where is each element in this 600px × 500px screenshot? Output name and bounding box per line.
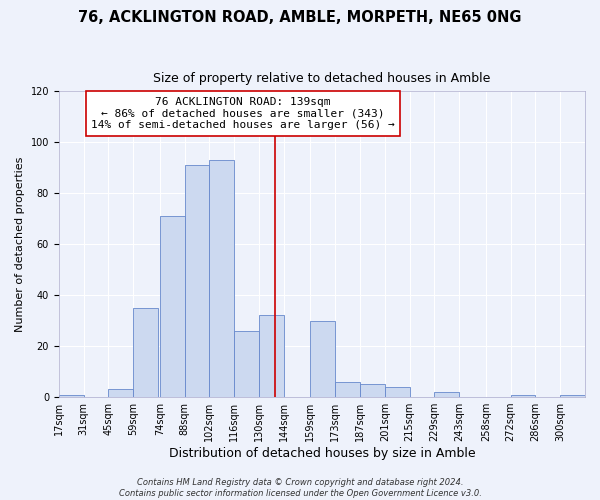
Bar (160, 216, 185, 397)
Bar (109, 390, 133, 397)
Bar (360, 384, 385, 397)
Bar (59, 394, 83, 397)
Bar (185, 165, 209, 397)
Bar (335, 382, 360, 397)
Bar (511, 394, 535, 397)
Bar (234, 330, 259, 397)
Text: 76, ACKLINGTON ROAD, AMBLE, MORPETH, NE65 0NG: 76, ACKLINGTON ROAD, AMBLE, MORPETH, NE6… (78, 10, 522, 25)
Bar (434, 392, 459, 397)
Title: Size of property relative to detached houses in Amble: Size of property relative to detached ho… (153, 72, 491, 86)
Bar (209, 160, 234, 397)
X-axis label: Distribution of detached houses by size in Amble: Distribution of detached houses by size … (169, 447, 475, 460)
Bar (560, 394, 585, 397)
Bar (310, 320, 335, 397)
Text: Contains HM Land Registry data © Crown copyright and database right 2024.
Contai: Contains HM Land Registry data © Crown c… (119, 478, 481, 498)
Y-axis label: Number of detached properties: Number of detached properties (15, 156, 25, 332)
Bar (385, 387, 410, 397)
Text: 76 ACKLINGTON ROAD: 139sqm
← 86% of detached houses are smaller (343)
14% of sem: 76 ACKLINGTON ROAD: 139sqm ← 86% of deta… (91, 97, 395, 130)
Bar (133, 308, 158, 397)
Bar (259, 316, 284, 397)
